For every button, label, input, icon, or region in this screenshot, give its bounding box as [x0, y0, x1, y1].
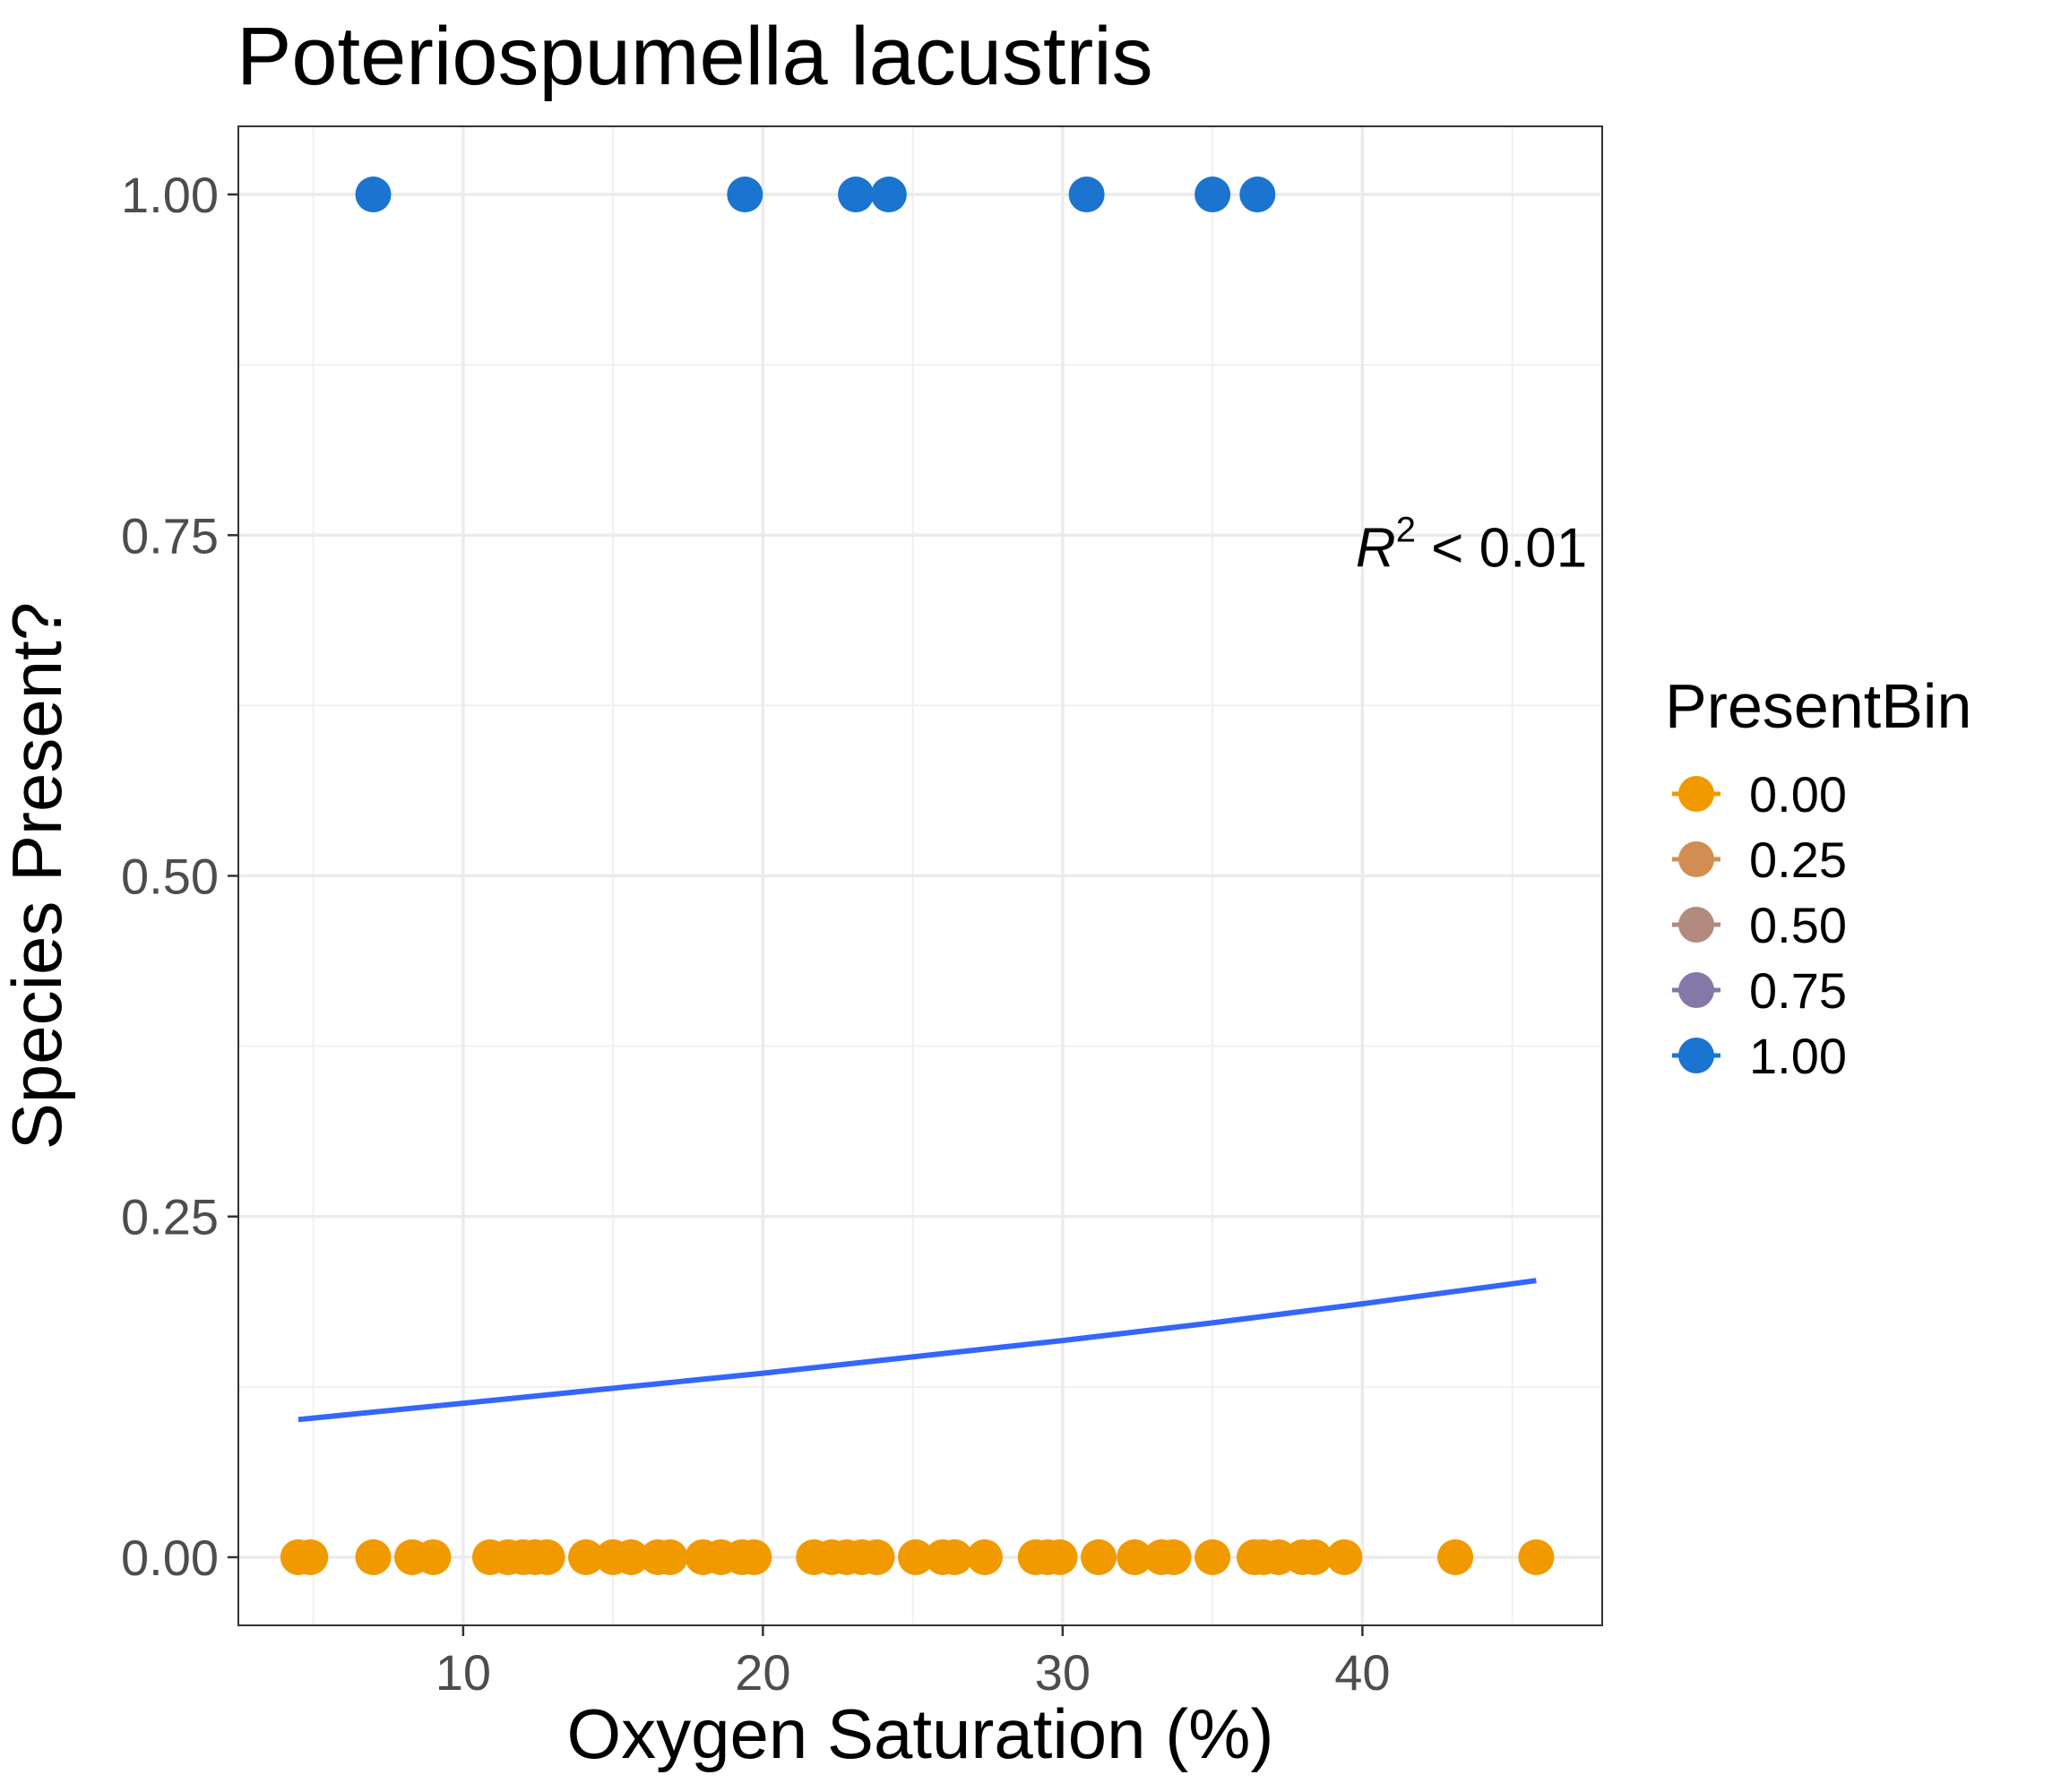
legend-key-point — [1678, 776, 1714, 812]
legend-title: PresentBin — [1665, 671, 1971, 741]
y-tick-label: 0.00 — [121, 1529, 219, 1586]
annotation-superscript: 2 — [1396, 510, 1416, 549]
grid — [238, 126, 1602, 1625]
data-point — [1194, 1538, 1231, 1575]
data-point — [1194, 177, 1231, 213]
data-point — [1239, 177, 1276, 213]
fit-line — [298, 1278, 1537, 1423]
chart-title: Poteriospumella lacustris — [237, 11, 1153, 102]
legend-label: 0.75 — [1749, 962, 1847, 1019]
y-tick-label: 1.00 — [121, 167, 219, 223]
legend-key-point — [1678, 841, 1714, 877]
data-point — [838, 177, 875, 213]
x-axis-title: Oxygen Saturation (%) — [566, 1694, 1273, 1773]
legend-key-point — [1678, 972, 1714, 1008]
x-tick-label: 40 — [1334, 1644, 1390, 1701]
points-layer — [280, 177, 1555, 1575]
data-point — [568, 1538, 605, 1575]
data-point — [292, 1538, 329, 1575]
y-axis-title: Species Present? — [0, 602, 76, 1150]
data-point — [966, 1538, 1003, 1575]
data-point — [415, 1538, 452, 1575]
fit-line-layer — [298, 1278, 1537, 1423]
data-point — [1437, 1538, 1474, 1575]
data-point — [858, 1538, 895, 1575]
x-tick-label: 20 — [735, 1644, 790, 1701]
legend-label: 0.00 — [1749, 766, 1847, 823]
data-point — [613, 1538, 650, 1575]
annotation-r: R — [1356, 517, 1396, 579]
axes: 10 20 30 40 0.00 0.25 0.50 0.75 1.00 — [121, 167, 1391, 1701]
legend-key-point — [1678, 907, 1714, 943]
data-point — [1117, 1538, 1153, 1575]
data-point — [1155, 1538, 1192, 1575]
y-tick-label: 0.50 — [121, 849, 219, 905]
data-point — [870, 177, 907, 213]
legend: PresentBin 0.00 0.25 0.50 0.75 1.00 — [1665, 671, 1971, 1084]
legend-label: 0.25 — [1749, 831, 1847, 888]
data-point — [1068, 177, 1105, 213]
data-point — [736, 1538, 772, 1575]
data-point — [1518, 1538, 1555, 1575]
data-point — [1296, 1538, 1332, 1575]
data-point — [1081, 1538, 1117, 1575]
legend-key-point — [1678, 1038, 1714, 1073]
data-point — [897, 1538, 934, 1575]
data-point — [936, 1538, 973, 1575]
legend-label: 1.00 — [1749, 1028, 1847, 1084]
data-point — [651, 1538, 688, 1575]
r-squared-annotation: R2 < 0.01 — [1356, 510, 1587, 579]
y-tick-label: 0.75 — [121, 507, 219, 564]
y-tick-label: 0.25 — [121, 1189, 219, 1245]
data-point — [1326, 1538, 1363, 1575]
x-tick-label: 30 — [1035, 1644, 1091, 1701]
data-point — [355, 177, 392, 213]
data-point — [355, 1538, 392, 1575]
data-point — [1041, 1538, 1078, 1575]
legend-label: 0.50 — [1749, 897, 1847, 953]
annotation-value: < 0.01 — [1416, 517, 1587, 579]
data-point — [529, 1538, 565, 1575]
data-point — [727, 177, 763, 213]
x-tick-label: 10 — [435, 1644, 491, 1701]
